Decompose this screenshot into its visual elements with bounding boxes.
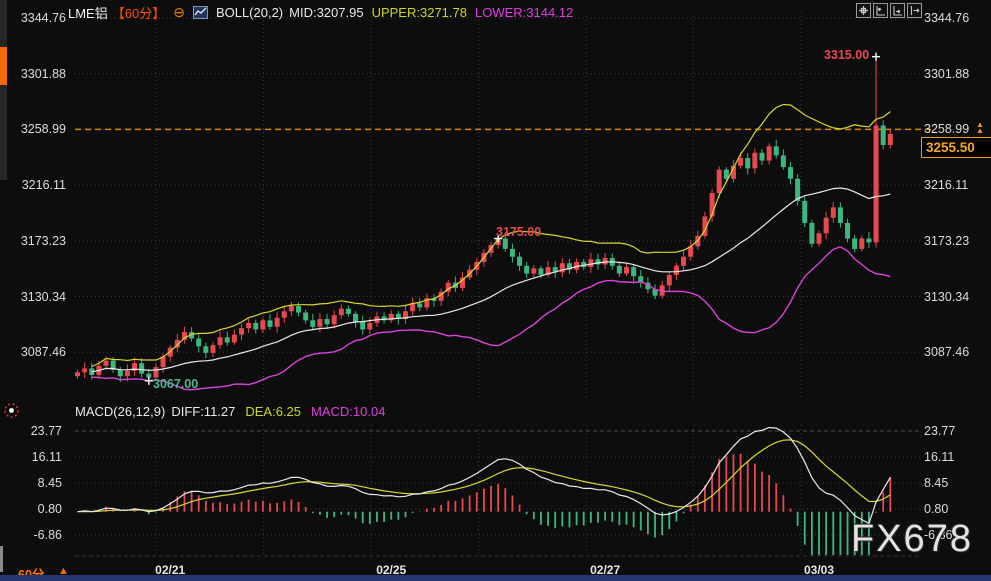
watermark: FX678 xyxy=(851,518,973,560)
macd-axis-label-right: 23.77 xyxy=(924,424,956,439)
bottom-blue-bar xyxy=(0,575,991,581)
price-axis-label-right: 3173.23 xyxy=(924,233,970,248)
indicator-chart-icon xyxy=(192,6,208,19)
price-axis-label-right: 3258.99 xyxy=(924,122,970,137)
price-axis-label-left: 3130.34 xyxy=(20,289,66,304)
boll-lower-value: LOWER:3144.12 xyxy=(474,5,574,20)
shift-right-icon[interactable] xyxy=(907,3,922,18)
price-axis-label-left: 3087.46 xyxy=(20,345,66,360)
axis-scale-left-icon[interactable] xyxy=(873,3,888,18)
macd-axis-label-left: 8.45 xyxy=(37,476,62,491)
price-up-arrow-icon: ▲ ▲ xyxy=(976,120,984,135)
macd-axis-label-left: 23.77 xyxy=(30,424,62,439)
macd-axis-label-right: -6.86 xyxy=(924,527,953,542)
price-axis-label-right: 3130.34 xyxy=(924,289,970,304)
boll-upper-value: UPPER:3271.78 xyxy=(371,5,467,20)
left-scrollbar-track xyxy=(0,0,7,180)
macd-axis-label-left: 16.11 xyxy=(31,450,62,465)
axis-scale-right-icon[interactable] xyxy=(890,3,905,18)
macd-axis-label-right: 0.80 xyxy=(924,502,949,516)
left-mini-indicator xyxy=(0,546,3,572)
macd-dea-value: DEA:6.25 xyxy=(245,404,302,419)
price-axis-label-left: 3258.99 xyxy=(20,122,66,137)
macd-axis-label-left: -6.86 xyxy=(33,527,63,542)
price-axis-label-right: 3087.46 xyxy=(924,345,970,360)
collapse-icon[interactable]: ⊖ xyxy=(173,4,185,20)
symbol-name: LME铝 xyxy=(68,6,108,21)
macd-axis-label-left: 0.80 xyxy=(37,502,62,516)
crosshair-move-icon[interactable] xyxy=(856,3,871,18)
period-tag[interactable]: 【60分】 xyxy=(111,6,166,21)
price-axis-label-right: 3301.88 xyxy=(924,66,970,81)
price-axis-label-right: 3344.76 xyxy=(924,11,970,25)
price-axis-label-left: 3344.76 xyxy=(20,11,66,25)
chart-header: LME铝 【60分】 ⊖ BOLL(20,2) MID:3207.95 UPPE… xyxy=(68,4,573,21)
date-axis-label: 02/27 xyxy=(590,563,621,577)
macd-label: MACD(26,12,9) xyxy=(75,404,166,419)
macd-macd-value: MACD:10.04 xyxy=(311,404,386,419)
macd-header: MACD(26,12,9) DIFF:11.27 DEA:6.25 MACD:1… xyxy=(75,404,385,419)
price-axis-label-right: 3216.11 xyxy=(924,178,969,193)
boll-label: BOLL(20,2) xyxy=(215,5,284,20)
boll-mid-value: MID:3207.95 xyxy=(289,5,364,20)
macd-axis-label-right: 16.11 xyxy=(924,450,955,465)
last-price-badge: 3255.50 xyxy=(921,137,991,158)
left-scrollbar-thumb[interactable] xyxy=(0,47,7,85)
macd-axis-label-right: 8.45 xyxy=(924,476,949,491)
date-axis-label: 02/21 xyxy=(155,563,186,577)
low-price-annotation: 3067.00 xyxy=(153,377,199,391)
period-up-triangle-icon[interactable]: ▲ xyxy=(58,565,69,577)
chart-toolbar xyxy=(856,3,922,18)
peak-price-annotation: 3175.00 xyxy=(496,225,542,239)
high-price-annotation: 3315.00 xyxy=(824,48,870,62)
price-axis-label-left: 3216.11 xyxy=(21,178,66,193)
macd-diff-value: DIFF:11.27 xyxy=(171,404,236,419)
alert-sun-icon[interactable] xyxy=(3,402,20,424)
price-axis-label-left: 3301.88 xyxy=(20,66,66,81)
price-axis-label-left: 3173.23 xyxy=(20,233,66,248)
date-axis-label: 02/25 xyxy=(376,563,407,577)
date-axis-label: 03/03 xyxy=(804,563,835,577)
